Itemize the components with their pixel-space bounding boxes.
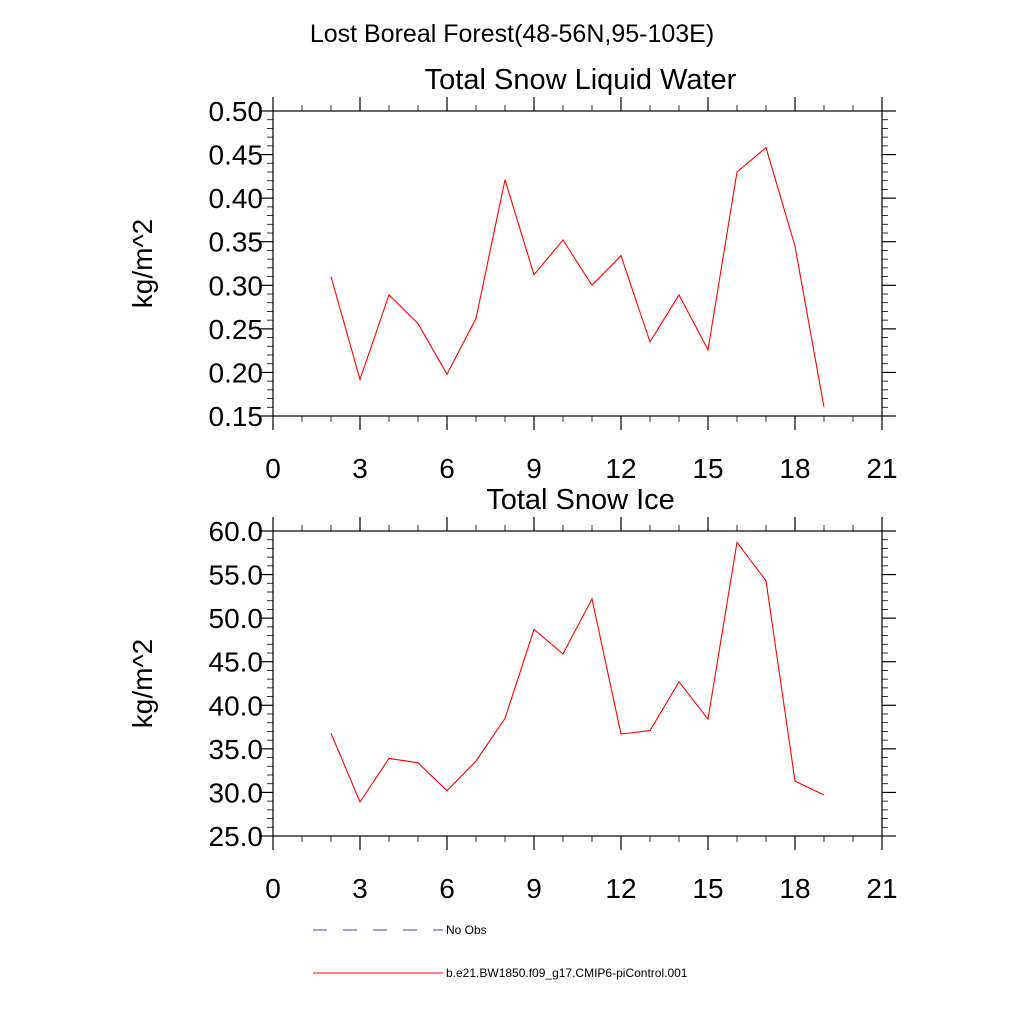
legend: No Obs b.e21.BW1850.f09_g17.CMIP6-piContr…: [313, 923, 688, 980]
x-tick-label: 3: [352, 453, 368, 484]
chart-title: Total Snow Liquid Water: [425, 64, 737, 96]
y-tick-label: 0.20: [209, 357, 264, 388]
y-tick-label: 25.0: [209, 821, 264, 852]
x-tick-label: 15: [692, 453, 723, 484]
y-tick-label: 0.25: [209, 314, 264, 345]
x-tick-label: 6: [439, 453, 455, 484]
y-tick-label: 0.50: [209, 96, 264, 127]
y-tick-label: 30.0: [209, 777, 264, 808]
series-line: [330, 540, 825, 804]
x-tick-label: 15: [692, 873, 723, 904]
y-tick-label: 60.0: [209, 516, 264, 547]
y-tick-label: 35.0: [209, 734, 264, 765]
y-tick-label: 50.0: [209, 603, 264, 634]
y-tick-label: 45.0: [209, 647, 264, 678]
legend-label-2: b.e21.BW1850.f09_g17.CMIP6-piControl.001: [446, 966, 688, 980]
plot-frame: [272, 110, 883, 417]
x-tick-label: 21: [866, 873, 897, 904]
x-tick-label: 6: [439, 873, 455, 904]
x-tick-label: 18: [779, 873, 810, 904]
y-tick-label: 0.15: [209, 401, 264, 432]
x-tick-label: 3: [352, 873, 368, 904]
x-tick-label: 21: [866, 453, 897, 484]
plot-frame: [272, 530, 883, 837]
x-tick-label: 0: [265, 453, 281, 484]
chart-panel-1: Total Snow Liquid Water kg/m^2 0 3 6 9 12 15 18 2…: [127, 64, 898, 484]
y-tick-label: 0.40: [209, 183, 264, 214]
figure-title: Lost Boreal Forest(48-56N,95-103E): [310, 20, 714, 48]
chart-panels: Total Snow Liquid Water kg/m^2 0 3 6 9 12 15 18 2…: [127, 64, 898, 904]
x-tick-label: 0: [265, 873, 281, 904]
y-tick-label: 40.0: [209, 690, 264, 721]
y-tick-label: 55.0: [209, 560, 264, 591]
y-tick-label: 0.45: [209, 140, 264, 171]
x-tick-label: 18: [779, 453, 810, 484]
x-tick-label: 12: [605, 453, 636, 484]
x-tick-label: 9: [526, 873, 542, 904]
chart-title: Total Snow Ice: [486, 484, 675, 516]
chart-panel-2: Total Snow Ice kg/m^2 0 3 6 9 12 15 18 21 25.0 30.0…: [127, 484, 898, 904]
y-axis-label: kg/m^2: [127, 639, 158, 728]
x-tick-label: 9: [526, 453, 542, 484]
y-tick-label: 0.35: [209, 227, 264, 258]
x-tick-label: 12: [605, 873, 636, 904]
y-axis-label: kg/m^2: [127, 219, 158, 308]
legend-label-1: No Obs: [446, 923, 487, 937]
series-line: [330, 146, 825, 408]
y-tick-label: 0.30: [209, 270, 264, 301]
